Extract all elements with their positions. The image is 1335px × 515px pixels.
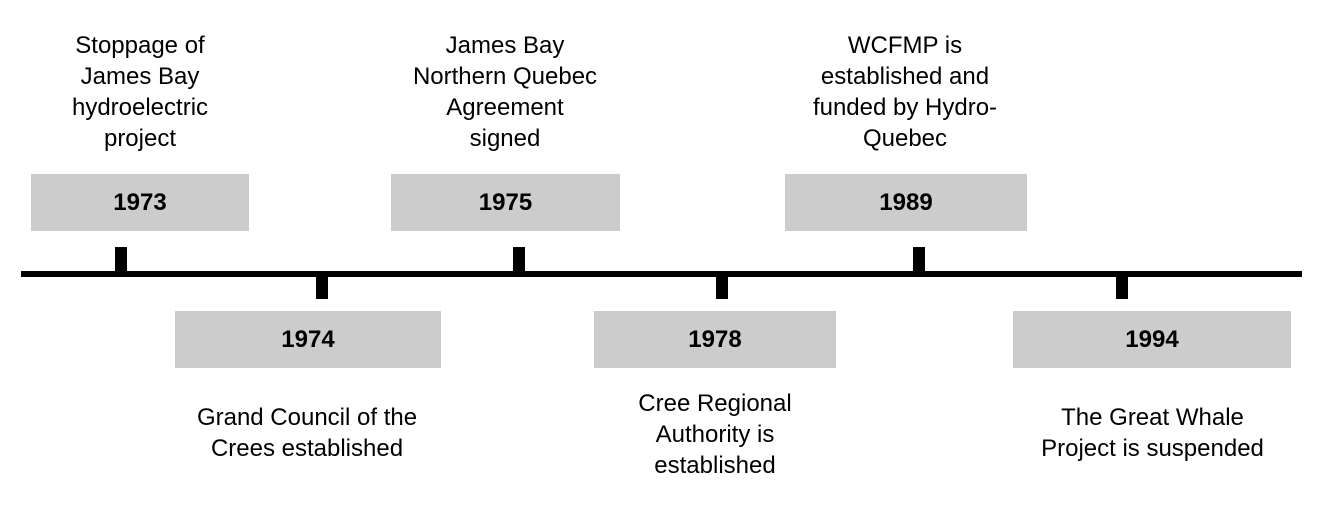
tick-1974 [316, 273, 328, 299]
event-description-1975: James Bay Northern Quebec Agreement sign… [412, 32, 598, 152]
timeline-axis [21, 271, 1302, 277]
year-label-1975: 1975 [478, 188, 533, 216]
year-label-1973: 1973 [113, 188, 167, 216]
year-box-1989: 1989 [785, 174, 1027, 231]
event-description-1994: The Great Whale Project is suspended [1041, 404, 1264, 462]
tick-1978 [716, 273, 728, 299]
tick-1973 [115, 247, 127, 273]
tick-1975 [513, 247, 525, 273]
year-box-1975: 1975 [391, 174, 620, 231]
year-label-1974: 1974 [281, 325, 335, 353]
year-box-1994: 1994 [1013, 311, 1291, 368]
event-description-1978: Cree Regional Authority is established [638, 390, 792, 479]
event-description-1973: Stoppage of James Bay hydroelectric proj… [71, 32, 209, 152]
year-box-1974: 1974 [175, 311, 441, 368]
year-box-1973: 1973 [31, 174, 249, 231]
year-label-1978: 1978 [688, 325, 742, 353]
event-description-1974: Grand Council of the Crees established [196, 404, 418, 462]
year-box-1978: 1978 [594, 311, 836, 368]
tick-1989 [913, 247, 925, 273]
year-label-1989: 1989 [879, 188, 933, 216]
event-description-1989: WCFMP is established and funded by Hydro… [812, 32, 998, 152]
tick-1994 [1116, 273, 1128, 299]
year-label-1994: 1994 [1125, 325, 1179, 353]
